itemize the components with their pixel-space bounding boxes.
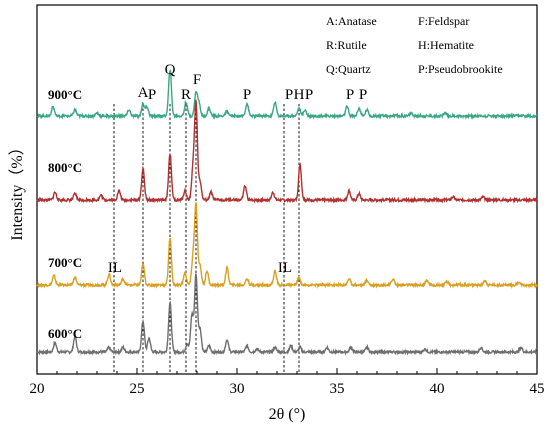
phase-label: P (346, 87, 354, 103)
phase-label: R (181, 87, 191, 103)
x-tick-label: 45 (530, 381, 545, 397)
legend-entry: P:Pseudobrookite (418, 62, 503, 76)
legend-entry: R:Rutile (326, 38, 367, 52)
legend-entry: A:Anatase (326, 14, 377, 28)
temperature-label: 700°C (48, 255, 82, 270)
series-line (36, 99, 538, 204)
legend-entry: H:Hematite (418, 38, 474, 52)
x-ticks: 20 25 30 35 40 45 (30, 368, 545, 397)
phase-label: IL (108, 260, 122, 276)
phase-label: P (148, 87, 156, 103)
series-line (36, 69, 538, 121)
phase-label: IL (278, 260, 292, 276)
x-tick-label: 40 (430, 381, 445, 397)
temperature-label: 800°C (48, 160, 82, 175)
x-tick-label: 20 (30, 381, 45, 397)
temperature-label: 900°C (48, 87, 82, 102)
phase-label: P (243, 87, 251, 103)
series-line (36, 202, 538, 289)
phase-label: H (294, 87, 305, 103)
x-tick-label: 25 (130, 381, 145, 397)
phase-label: P (305, 87, 313, 103)
series-line (36, 273, 538, 356)
phase-label: Q (165, 62, 176, 78)
phase-label: F (193, 72, 201, 88)
phase-label: P (285, 87, 293, 103)
phase-label: A (138, 85, 149, 101)
legend-entry: Q:Quartz (326, 62, 371, 76)
plot-frame (36, 4, 538, 375)
legend: A:Anatase R:Rutile Q:Quartz F:Feldspar H… (326, 14, 503, 76)
x-tick-label: 35 (330, 381, 345, 397)
temperature-label: 600°C (48, 326, 82, 341)
phase-label: P (359, 87, 367, 103)
legend-entry: F:Feldspar (418, 14, 469, 28)
x-axis-title: 2θ (°) (269, 406, 306, 423)
x-tick-label: 30 (230, 381, 245, 397)
series-layer (36, 69, 538, 356)
y-axis-title: Intensity（%） (8, 139, 26, 240)
